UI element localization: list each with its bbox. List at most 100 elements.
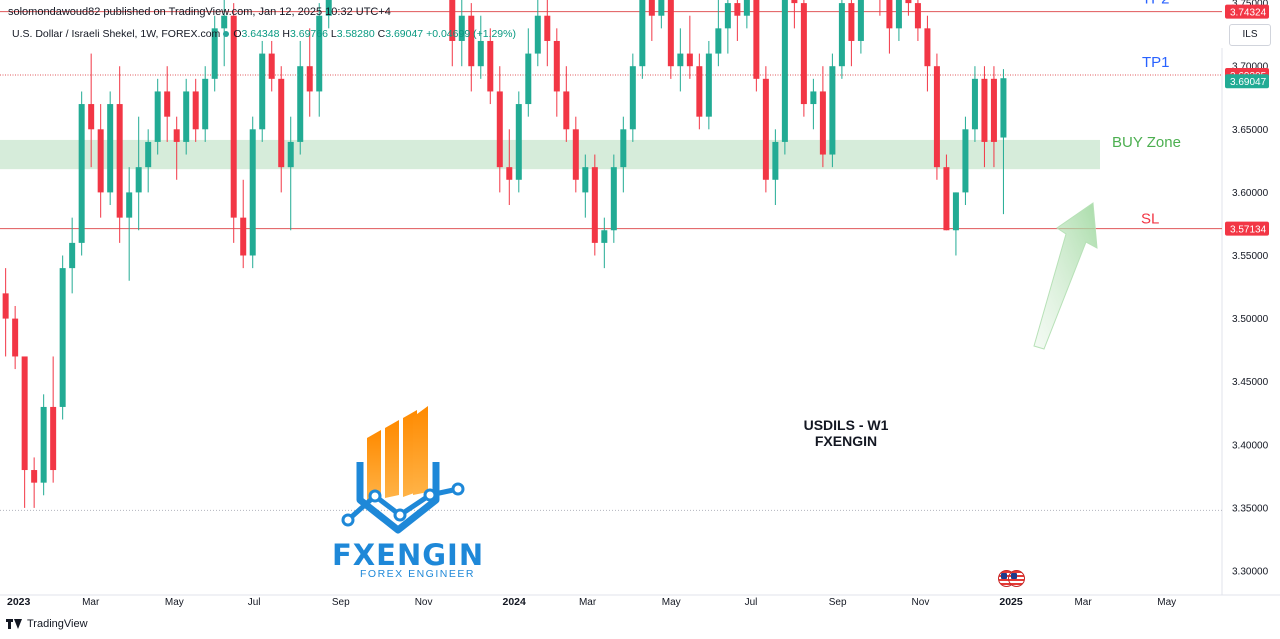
candle-body: [696, 66, 703, 117]
candle-body: [107, 104, 114, 193]
price-tag-sl: [1225, 221, 1269, 236]
candle-body: [468, 15, 475, 67]
candle-body: [620, 129, 627, 168]
level-label-tp2: TP2: [1142, 0, 1170, 8]
candle-body: [116, 104, 123, 218]
candle-body: [316, 15, 323, 92]
candle-body: [31, 470, 38, 483]
y-tick-label: 3.35000: [1232, 503, 1269, 514]
candle-body: [943, 167, 950, 231]
candle-body: [677, 53, 684, 67]
x-tick-label: Jul: [248, 597, 261, 608]
y-tick-label: 3.30000: [1232, 567, 1269, 578]
x-tick-label: 2025: [999, 596, 1023, 608]
x-tick-label: May: [1157, 597, 1176, 608]
candle-body: [88, 104, 95, 130]
candle-body: [772, 141, 779, 180]
candle-body: [724, 3, 731, 29]
candle-body: [278, 78, 285, 168]
candle-body: [2, 293, 9, 319]
chart-title: USDILS - W1: [804, 417, 889, 433]
buy-zone-band: [0, 139, 1100, 170]
candle-body: [610, 167, 617, 231]
x-tick-label: 2024: [503, 596, 527, 608]
x-tick-label: Mar: [579, 597, 597, 608]
chart-subtitle: FXENGIN: [815, 433, 877, 449]
candle-body: [268, 53, 275, 79]
us-flag-event-icon[interactable]: [998, 570, 1025, 587]
candle-body: [971, 78, 978, 130]
candle-body: [705, 53, 712, 117]
candle-body: [21, 356, 28, 471]
y-tick-label: 3.60000: [1232, 188, 1269, 199]
publish-info: solomondawoud82 published on TradingView…: [8, 6, 391, 18]
candle-body: [325, 0, 332, 16]
y-tick-label: 3.50000: [1232, 314, 1269, 325]
candle-body: [1000, 78, 1007, 138]
candle-body: [686, 53, 693, 67]
candle-body: [667, 0, 674, 67]
annotations: BUY ZoneTPTP5TP4TP3TP2TP1SLUSDILS - W1FX…: [804, 0, 1181, 449]
candle-body: [791, 0, 798, 4]
x-tick-label: Sep: [332, 597, 350, 608]
y-tick-label: 3.65000: [1232, 125, 1269, 136]
candle-body: [496, 91, 503, 168]
logo-subtitle: FOREX ENGINEER: [360, 568, 475, 580]
level-label-sl: SL: [1141, 211, 1159, 228]
last-price-tag: [1225, 74, 1269, 89]
candle-body: [202, 78, 209, 130]
candle-body: [857, 0, 864, 41]
candle-body: [173, 129, 180, 142]
tradingview-logo-icon: [6, 619, 22, 629]
candle-body: [221, 15, 228, 29]
level-label-tp1: TP1: [1142, 54, 1170, 71]
candle-body: [563, 91, 570, 130]
x-tick-label: Jul: [745, 597, 758, 608]
candle-body: [50, 406, 57, 471]
candle-body: [933, 66, 940, 168]
candle-body: [990, 78, 997, 142]
y-tick-label: 3.40000: [1232, 440, 1269, 451]
symbol-legend[interactable]: U.S. Dollar / Israeli Shekel, 1W, FOREX.…: [12, 28, 516, 40]
candle-body: [487, 40, 494, 92]
candle-body: [962, 129, 969, 193]
candle-body: [895, 0, 902, 29]
tradingview-brand[interactable]: TradingView: [6, 618, 88, 630]
candle-body: [164, 91, 171, 117]
candles: [2, 0, 1007, 508]
candle-body: [924, 28, 931, 67]
candle-body: [582, 167, 589, 193]
open-value: 3.64348: [241, 28, 280, 40]
candle-body: [629, 66, 636, 130]
candle-body: [800, 3, 807, 105]
candle-body: [259, 53, 266, 130]
y-tick-label: 3.70000: [1232, 62, 1269, 73]
x-tick-label: Nov: [912, 597, 930, 608]
candle-body: [183, 91, 190, 142]
candle-body: [544, 15, 551, 41]
candle-body: [154, 91, 161, 142]
candle-body: [810, 91, 817, 105]
candle-body: [905, 0, 912, 4]
candle-body: [145, 141, 152, 168]
candle-body: [287, 141, 294, 168]
candle-body: [591, 167, 598, 243]
buy-zone-rect: [0, 139, 1100, 170]
candle-body: [753, 0, 760, 79]
price-tag-tp2: [1225, 4, 1269, 19]
candle-body: [952, 192, 959, 231]
price-tag-label: 3.74324: [1230, 8, 1267, 19]
candle-body: [886, 0, 893, 29]
candle-body: [914, 3, 921, 29]
x-tick-label: 2023: [7, 596, 31, 608]
currency-button[interactable]: ILS: [1229, 24, 1271, 46]
candle-body: [230, 15, 237, 218]
candle-body: [534, 15, 541, 54]
candle-body: [819, 91, 826, 155]
low-value: 3.58280: [336, 28, 375, 40]
price-tag-label: 3.57134: [1230, 225, 1267, 236]
candle-body: [829, 66, 836, 155]
candle-body: [477, 40, 484, 67]
x-tick-label: Mar: [82, 597, 100, 608]
